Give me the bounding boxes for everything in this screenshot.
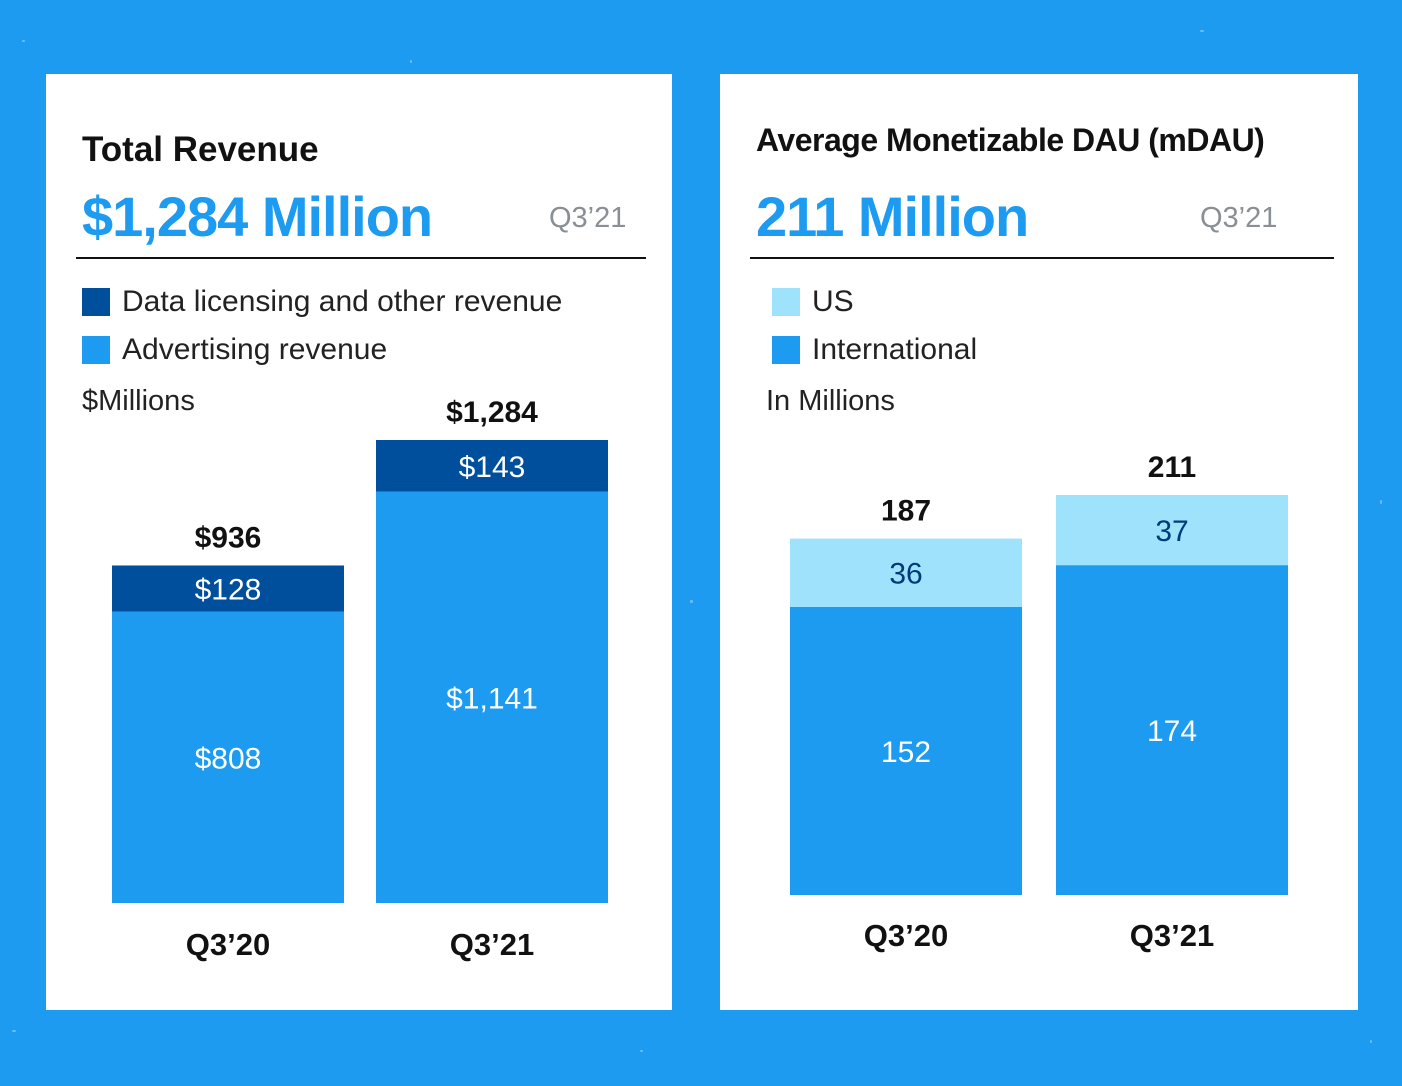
total-value-label: 211: [1148, 451, 1196, 484]
legend-label: Data licensing and other revenue: [122, 285, 563, 318]
background-speck: [1380, 500, 1382, 504]
mdau-bar-chart: 152 36 187 Q3’20 174 37 211 Q3’21: [790, 451, 1288, 953]
header-divider: [76, 257, 646, 259]
category-label: Q3’20: [186, 927, 270, 962]
panel-title: Average Monetizable DAU (mDAU): [756, 122, 1265, 158]
bar-segment-advertising-revenue: [376, 491, 608, 903]
headline-value: 211 Million: [756, 185, 1029, 248]
background-speck: [410, 60, 412, 63]
total-revenue-panel: Total Revenue $1,284 Million Q3’21 Data …: [46, 74, 672, 1010]
unit-label: In Millions: [766, 385, 895, 417]
legend-swatch: [82, 336, 110, 364]
headline-period: Q3’21: [1200, 202, 1278, 234]
headline-period: Q3’21: [549, 202, 627, 234]
bar-segment-us: [1056, 495, 1288, 566]
category-label: Q3’21: [1130, 918, 1214, 953]
legend-item-advertising: Advertising revenue: [82, 333, 387, 367]
legend-label: US: [812, 285, 854, 318]
unit-label: $Millions: [82, 385, 195, 417]
segment-value-label: $1,141: [446, 682, 538, 715]
legend-swatch: [82, 288, 110, 316]
category-label: Q3’20: [864, 918, 948, 953]
legend-item-data-licensing: Data licensing and other revenue: [82, 285, 562, 319]
background-speck: [1200, 30, 1204, 32]
segment-value-label: 174: [1147, 715, 1197, 748]
legend-label: Advertising revenue: [122, 333, 388, 366]
legend-label: International: [812, 333, 978, 366]
legend-item-international: International: [772, 333, 977, 367]
bar-segment-us: [790, 538, 1022, 607]
total-value-label: 187: [881, 495, 931, 528]
background-speck: [1370, 1040, 1372, 1043]
legend-item-us: US: [772, 285, 854, 319]
background-speck: [640, 1050, 643, 1052]
segment-value-label: 36: [889, 558, 922, 591]
total-value-label: $936: [195, 521, 262, 554]
headline-value: $1,284 Million: [82, 185, 433, 248]
panel-title: Total Revenue: [82, 130, 319, 169]
legend-swatch: [772, 288, 800, 316]
background-speck: [690, 600, 693, 603]
mdau-panel: Average Monetizable DAU (mDAU) 211 Milli…: [720, 74, 1358, 1010]
segment-value-label: $143: [459, 451, 526, 484]
bar-segment-data-licensing-and-other-revenue: [112, 565, 344, 612]
bar-segment-international: [790, 606, 1022, 895]
category-label: Q3’21: [450, 927, 534, 962]
segment-value-label: $128: [195, 574, 262, 607]
header-divider: [750, 257, 1334, 259]
bar-segment-international: [1056, 565, 1288, 895]
legend-swatch: [772, 336, 800, 364]
segment-value-label: 152: [881, 736, 931, 769]
bar-segment-data-licensing-and-other-revenue: [376, 440, 608, 492]
background-speck: [12, 1030, 16, 1032]
segment-value-label: $808: [195, 742, 262, 775]
total-value-label: $1,284: [446, 396, 538, 429]
revenue-bar-chart: $808 $128 $936 Q3’20 $1,141 $143 $1,284 Q3’21: [112, 396, 608, 962]
bar-segment-advertising-revenue: [112, 611, 344, 903]
segment-value-label: 37: [1155, 515, 1188, 548]
background-speck: [22, 40, 25, 42]
